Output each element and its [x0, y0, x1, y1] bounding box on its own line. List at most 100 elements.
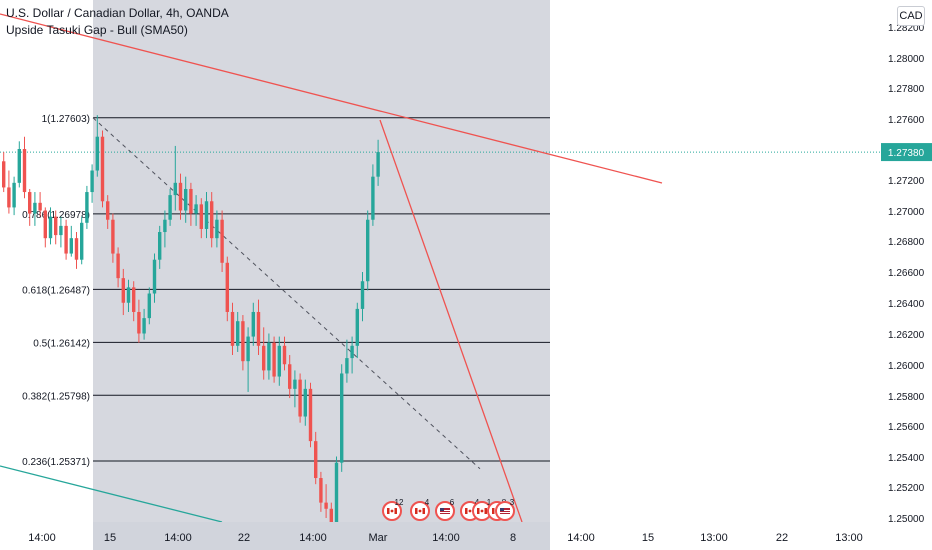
economic-event-marker[interactable]: 1 — [472, 498, 492, 521]
time-tick-label: 22 — [776, 532, 788, 544]
time-tick-label: Mar — [369, 532, 388, 544]
candle-body — [241, 321, 245, 362]
time-tick-label: 15 — [104, 532, 116, 544]
fib-label: 0.236(1.25371) — [22, 457, 90, 468]
price-tick-label: 1.26400 — [888, 299, 925, 310]
price-tick-label: 1.25200 — [888, 483, 925, 494]
candle-body — [324, 502, 328, 509]
price-tick-label: 1.27200 — [888, 176, 925, 187]
candle-body — [215, 219, 219, 239]
candle-body — [262, 345, 266, 371]
candle-body — [334, 462, 339, 522]
indicator-title: Upside Tasuki Gap - Bull (SMA50) — [6, 23, 188, 37]
candle-body — [163, 219, 167, 233]
candle-body — [371, 176, 375, 220]
candle-body — [152, 259, 157, 294]
candle-body — [12, 182, 16, 208]
time-tick-label: 14:00 — [432, 532, 460, 544]
candle-body — [298, 379, 302, 417]
economic-event-marker[interactable]: 3 — [495, 498, 515, 521]
candle-body — [288, 364, 292, 389]
price-tick-label: 1.28200 — [888, 23, 925, 34]
highlight-range — [93, 0, 550, 522]
candle-body — [69, 238, 73, 254]
price-tick-label: 1.27800 — [888, 84, 925, 95]
time-tick-label: 14:00 — [28, 532, 56, 544]
fib-label: 1(1.27603) — [42, 114, 90, 125]
price-tick-label: 1.25000 — [888, 514, 925, 525]
candle-body — [184, 188, 188, 211]
resistance-trendline — [0, 13, 663, 184]
plot-area: 1(1.27603)0.786(1.26978)0.618(1.26487)0.… — [0, 13, 880, 522]
time-tick-label: 13:00 — [700, 532, 728, 544]
candle-body — [277, 345, 281, 377]
candle-body — [360, 281, 365, 309]
price-tick-label: 1.25400 — [888, 453, 925, 464]
candle-body — [142, 318, 146, 334]
price-tick-label: 1.26600 — [888, 268, 925, 279]
candle-body — [319, 478, 323, 503]
candle-body — [126, 287, 131, 303]
candle-body — [106, 201, 110, 220]
candle-body — [158, 232, 162, 260]
event-count: 6 — [450, 498, 455, 507]
event-count: 1 — [487, 498, 492, 507]
event-count: 12 — [395, 498, 404, 507]
support-trendline — [0, 465, 223, 522]
candle-body — [80, 222, 84, 260]
price-tick-label: 1.26200 — [888, 330, 925, 341]
economic-event-marker[interactable]: 12 — [382, 498, 404, 521]
economic-event-marker[interactable]: 4 — [410, 498, 430, 521]
candle-body — [308, 388, 313, 442]
candle-body — [314, 441, 318, 479]
candle-body — [340, 373, 344, 463]
candle-body — [168, 195, 172, 220]
candle-body — [59, 225, 63, 236]
candle-body — [2, 161, 6, 188]
candle-body — [48, 216, 53, 239]
candle-body — [204, 201, 209, 229]
candle-body — [147, 293, 151, 319]
candle-body — [236, 321, 240, 346]
candle-body — [95, 136, 99, 171]
candle-body — [256, 311, 261, 346]
time-axis-highlight — [93, 522, 550, 550]
candle-body — [178, 182, 183, 211]
candle-body — [137, 311, 141, 334]
candle-body — [210, 201, 214, 239]
time-tick-label: 14:00 — [164, 532, 192, 544]
candle-body — [230, 311, 235, 346]
candle-body — [116, 253, 120, 279]
economic-event-marker[interactable]: 6 — [435, 498, 455, 521]
candle-body — [293, 379, 297, 389]
time-tick-label: 8 — [510, 532, 516, 544]
fib-label: 0.5(1.26142) — [33, 338, 90, 349]
candle-body — [246, 336, 250, 362]
candle-body — [220, 219, 224, 263]
event-count: 3 — [510, 498, 515, 507]
candle-body — [22, 149, 27, 193]
candle-body — [7, 187, 11, 208]
candle-body — [329, 508, 333, 522]
candle-body — [121, 278, 125, 303]
candle-body — [355, 308, 359, 346]
time-tick-label: 22 — [238, 532, 250, 544]
candle-body — [303, 388, 307, 417]
candle-body — [194, 204, 198, 214]
candle-body — [251, 311, 255, 337]
candle-body — [90, 170, 94, 193]
price-tick-label: 1.25800 — [888, 392, 925, 403]
price-tick-label: 1.27000 — [888, 207, 925, 218]
currency-selector[interactable]: CAD — [897, 6, 925, 26]
candle-body — [111, 219, 115, 254]
time-tick-label: 14:00 — [567, 532, 595, 544]
candle-body — [17, 149, 21, 183]
price-tick-label: 1.26800 — [888, 237, 925, 248]
candle-body — [28, 192, 32, 214]
time-tick-label: 13:00 — [835, 532, 863, 544]
candle-body — [33, 202, 37, 214]
candle-body — [376, 152, 380, 177]
fib-trend-line — [92, 117, 481, 470]
